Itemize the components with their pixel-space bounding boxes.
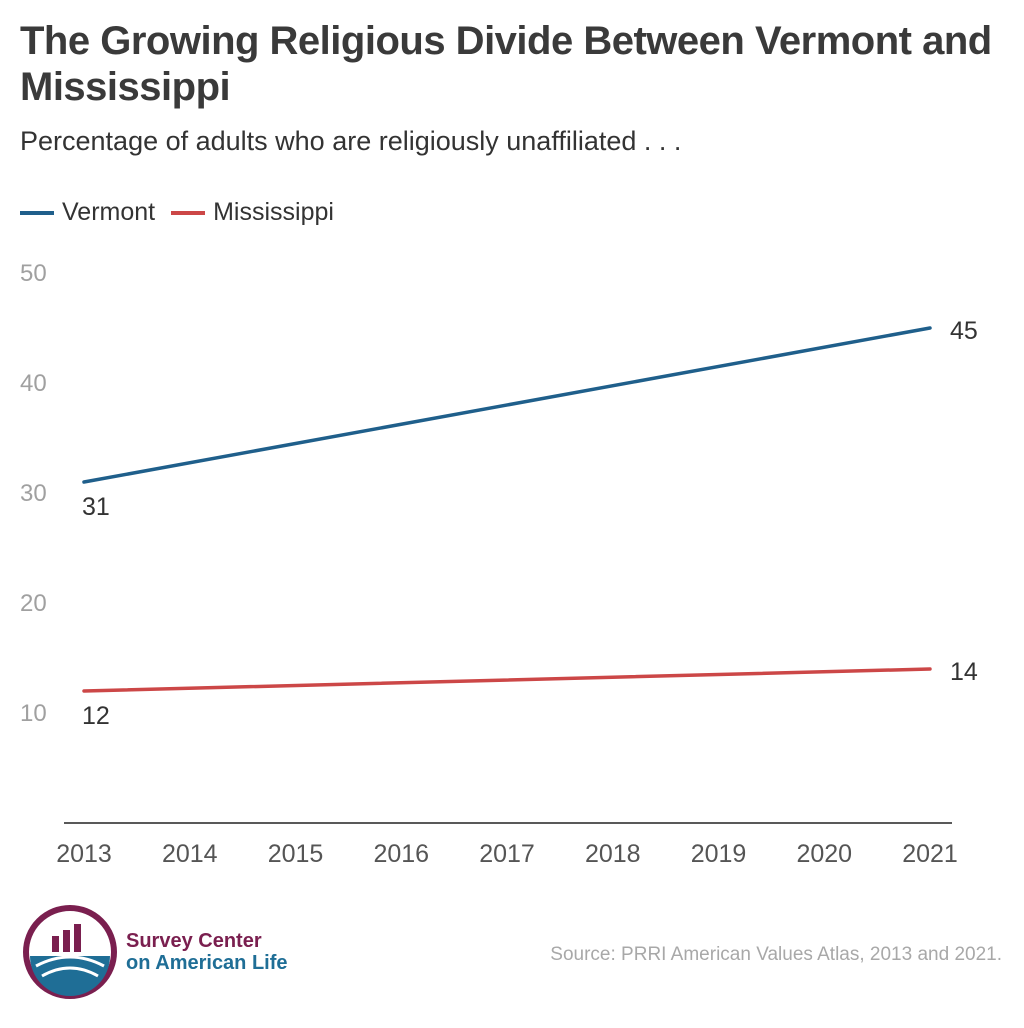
legend-label-vermont: Vermont <box>62 198 156 226</box>
x-tick-label-2016: 2016 <box>373 840 429 868</box>
logo-line2: on American Life <box>126 952 288 974</box>
survey-center-logo: Survey Center on American Life <box>22 904 288 1000</box>
series-line-mississippi <box>82 667 932 693</box>
legend-item-mississippi: Mississippi <box>171 198 334 227</box>
data-label-vermont-2013: 31 <box>82 493 110 521</box>
chart-title: The Growing Religious Divide Between Ver… <box>20 19 992 109</box>
source-note: Source: PRRI American Values Atlas, 2013… <box>550 944 1002 965</box>
x-tick-label-2021: 2021 <box>902 840 958 868</box>
x-tick-label-2019: 2019 <box>691 840 747 868</box>
logo-text: Survey Center on American Life <box>126 930 288 974</box>
series-line-vermont <box>82 326 932 484</box>
survey-center-logo-icon <box>23 905 117 999</box>
data-label-vermont-2021: 45 <box>950 317 978 345</box>
y-tick-label-50: 50 <box>20 260 47 287</box>
y-tick-label-10: 10 <box>20 700 47 727</box>
legend-swatch-vermont <box>20 210 54 215</box>
x-tick-label-2017: 2017 <box>479 840 535 868</box>
x-tick-label-2015: 2015 <box>268 840 324 868</box>
x-tick-label-2018: 2018 <box>585 840 641 868</box>
logo-line1: Survey Center <box>126 930 262 952</box>
x-tick-label-2020: 2020 <box>796 840 852 868</box>
legend-item-vermont: Vermont <box>20 198 155 227</box>
y-tick-label-30: 30 <box>20 480 47 507</box>
chart-subtitle: Percentage of adults who are religiously… <box>20 126 682 156</box>
y-tick-label-40: 40 <box>20 370 47 397</box>
legend: Vermont Mississippi <box>20 198 350 227</box>
data-label-mississippi-2021: 14 <box>950 658 978 686</box>
legend-label-mississippi: Mississippi <box>213 198 334 226</box>
legend-swatch-mississippi <box>171 210 206 215</box>
x-tick-label-2014: 2014 <box>162 840 218 868</box>
y-tick-label-20: 20 <box>20 590 47 617</box>
x-tick-label-2013: 2013 <box>56 840 112 868</box>
data-label-mississippi-2013: 12 <box>82 702 110 730</box>
